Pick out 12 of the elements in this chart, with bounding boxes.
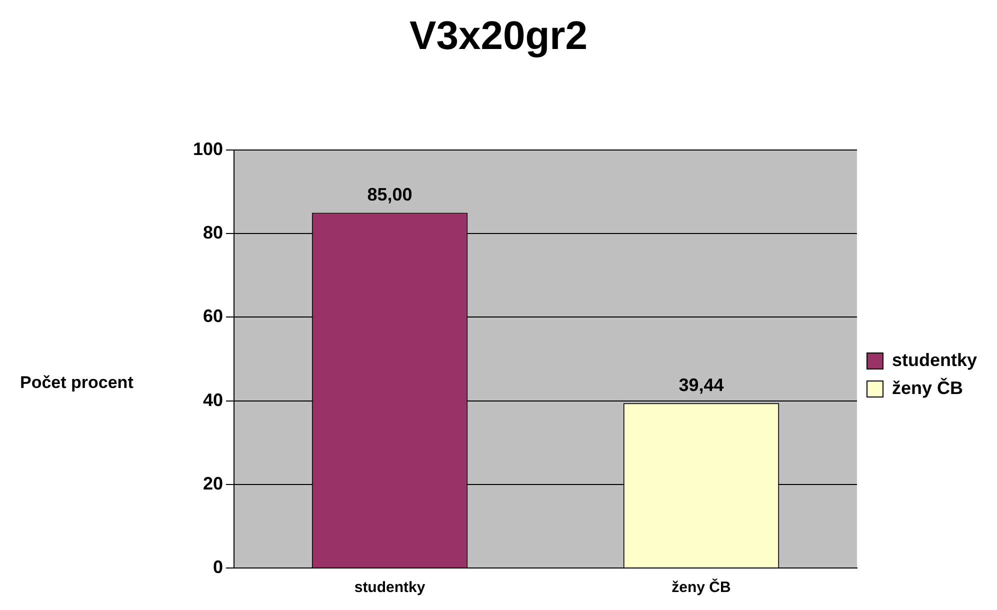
y-tick-label: 60	[203, 306, 224, 326]
y-tick-label: 80	[203, 222, 224, 243]
legend-label: ženy ČB	[892, 376, 963, 398]
data-label: 39,44	[678, 375, 724, 396]
legend-label: studentky	[892, 350, 978, 370]
y-tick-label: 100	[192, 138, 224, 159]
y-tick-label: 20	[203, 473, 224, 494]
data-label: 85,00	[367, 184, 412, 205]
y-tick-label: 0	[213, 556, 224, 577]
y-axis-title: Počet procent	[20, 373, 134, 393]
chart-title: V3x20gr2	[408, 14, 588, 59]
y-tick-label: 40	[203, 390, 224, 410]
